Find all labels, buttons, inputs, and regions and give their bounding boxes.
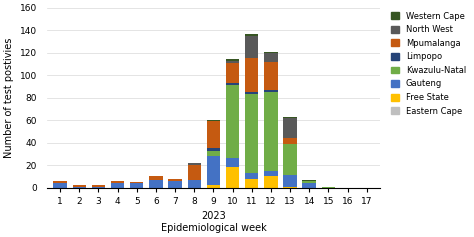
Bar [245, 94, 258, 173]
X-axis label: 2023
Epidemiological week: 2023 Epidemiological week [161, 211, 266, 233]
Bar [302, 183, 316, 188]
Bar [226, 167, 239, 188]
Bar [207, 150, 220, 156]
Bar [283, 118, 297, 138]
Y-axis label: Number of test postivies: Number of test postivies [4, 37, 14, 158]
Bar [245, 179, 258, 188]
Bar [245, 173, 258, 179]
Bar [207, 156, 220, 185]
Bar [130, 183, 144, 188]
Bar [264, 92, 278, 171]
Bar [207, 121, 220, 148]
Bar [54, 181, 67, 183]
Bar [207, 120, 220, 121]
Bar [73, 185, 86, 187]
Bar [264, 62, 278, 90]
Bar [226, 83, 239, 85]
Bar [283, 117, 297, 118]
Bar [264, 53, 278, 62]
Bar [264, 51, 278, 53]
Bar [245, 92, 258, 94]
Bar [245, 34, 258, 36]
Bar [207, 148, 220, 150]
Bar [92, 187, 105, 188]
Bar [283, 138, 297, 144]
Bar [92, 185, 105, 187]
Legend: Western Cape, North West, Mpumalanga, Limpopo, Kwazulu-Natal, Gauteng, Free Stat: Western Cape, North West, Mpumalanga, Li… [388, 8, 469, 119]
Bar [264, 90, 278, 92]
Bar [111, 183, 124, 188]
Bar [283, 187, 297, 188]
Bar [188, 163, 201, 165]
Bar [264, 176, 278, 188]
Bar [226, 60, 239, 63]
Bar [226, 85, 239, 158]
Bar [226, 59, 239, 60]
Bar [302, 180, 316, 181]
Bar [226, 63, 239, 83]
Bar [283, 144, 297, 175]
Bar [302, 181, 316, 183]
Bar [168, 179, 182, 181]
Bar [322, 187, 335, 188]
Bar [207, 185, 220, 188]
Bar [283, 175, 297, 187]
Bar [111, 181, 124, 183]
Bar [54, 183, 67, 188]
Bar [168, 181, 182, 188]
Bar [149, 180, 163, 188]
Bar [245, 36, 258, 58]
Bar [188, 165, 201, 180]
Bar [188, 180, 201, 188]
Bar [149, 176, 163, 180]
Bar [130, 182, 144, 183]
Bar [264, 171, 278, 176]
Bar [245, 58, 258, 92]
Bar [226, 158, 239, 167]
Bar [73, 187, 86, 188]
